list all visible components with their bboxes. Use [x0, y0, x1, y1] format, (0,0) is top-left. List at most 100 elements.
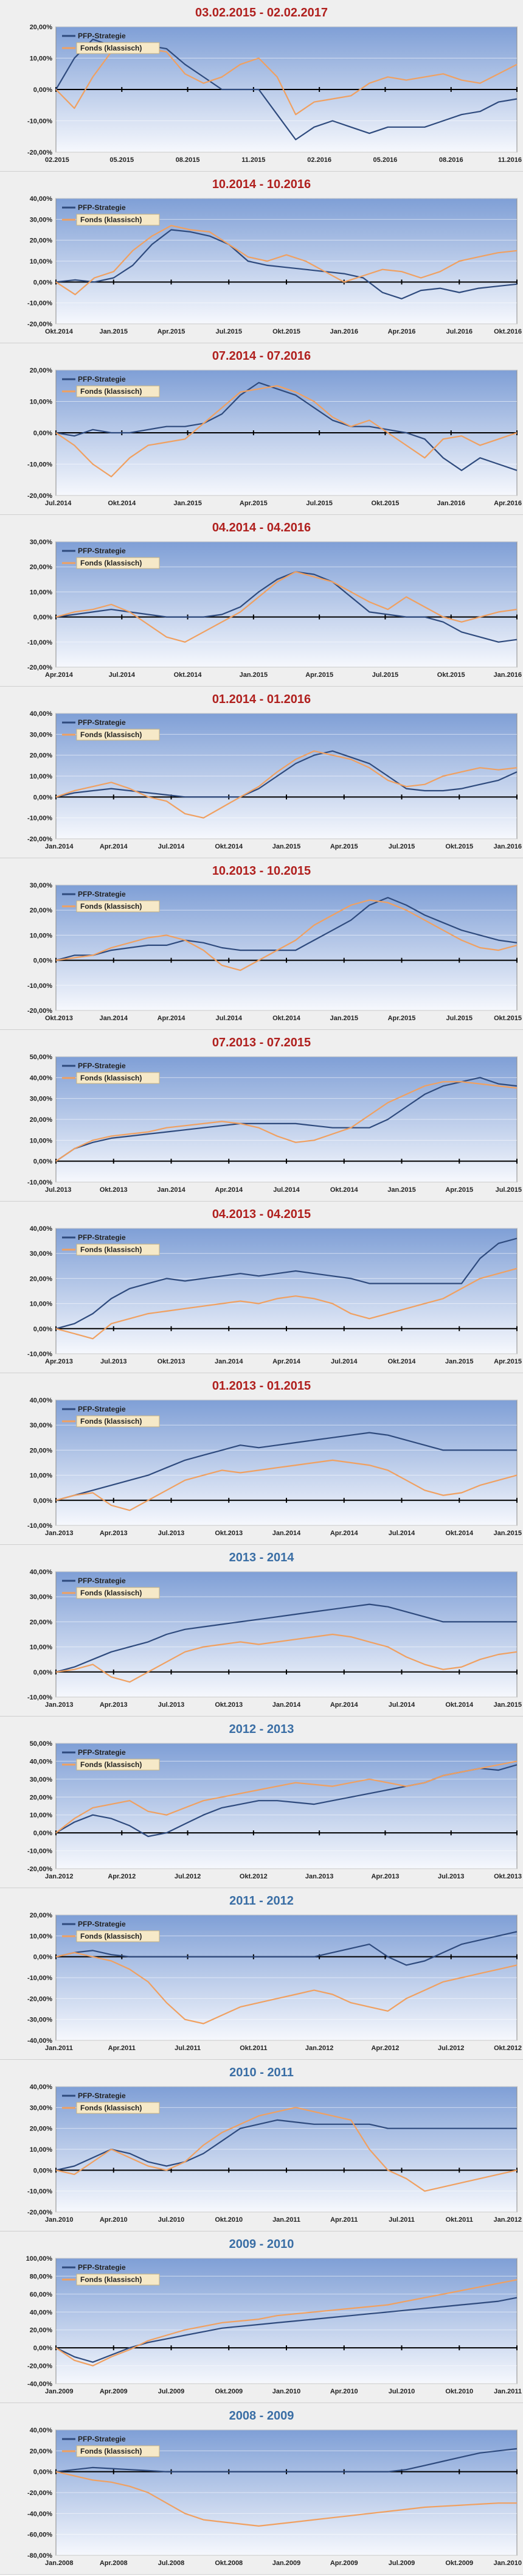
- x-tick-label: Okt.2009: [445, 2560, 473, 2567]
- x-tick-label: Okt.2009: [215, 2388, 243, 2395]
- x-tick-label: Jul.2013: [158, 1530, 184, 1537]
- y-tick-label: 10,00%: [30, 773, 53, 780]
- series-line-strategy: [55, 1432, 517, 1501]
- legend: PFP-Strategie Fonds (klassisch): [62, 2435, 160, 2457]
- x-tick-label: Okt.2008: [215, 2560, 243, 2567]
- y-tick-label: 0,00%: [33, 430, 52, 437]
- x-tick-label: Jan.2015: [445, 1358, 473, 1365]
- chart-title: 2008 - 2009: [229, 2409, 294, 2423]
- chart-title: 04.2013 - 04.2015: [212, 1208, 311, 1221]
- y-tick-label: -30,00%: [27, 2017, 52, 2024]
- chart-title: 07.2013 - 07.2015: [212, 1036, 311, 1049]
- line-chart: -20,00% -10,00% 0,00% 10,00% 20,00% 30,00% 40,…: [27, 2084, 522, 2224]
- y-tick-label: 10,00%: [30, 589, 53, 596]
- legend: PFP-Strategie Fonds (klassisch): [62, 375, 160, 397]
- y-tick-label: 30,00%: [30, 1096, 53, 1103]
- legend-label-fund: Fonds (klassisch): [80, 387, 142, 396]
- y-tick-label: -20,00%: [27, 321, 52, 328]
- y-tick-label: -10,00%: [27, 1179, 52, 1186]
- y-tick-label: -40,00%: [27, 2037, 52, 2045]
- x-tick-label: Jan.2015: [330, 1015, 358, 1022]
- chart-title: 2010 - 2011: [229, 2066, 294, 2079]
- legend-label-fund: Fonds (klassisch): [80, 2275, 142, 2284]
- x-tick-label: Jan.2015: [173, 500, 201, 507]
- y-tick-label: -20,00%: [27, 492, 52, 500]
- y-tick-label: 30,00%: [30, 1422, 53, 1429]
- series-line-strategy: [55, 382, 518, 471]
- series-line-fund: [55, 2279, 518, 2367]
- chart-panel: 03.02.2015 - 02.02.2017 -20,00% -10,00% 0,0…: [0, 0, 523, 172]
- y-tick-label: 10,00%: [30, 1472, 53, 1480]
- x-tick-label: Apr.2013: [45, 1358, 73, 1365]
- x-tick-label: Jan.2014: [215, 1358, 243, 1365]
- series-line-strategy: [55, 2297, 518, 2363]
- x-tick-label: 08.2015: [176, 156, 200, 164]
- x-tick-label: Apr.2014: [45, 671, 74, 679]
- y-tick-label: 0,00%: [33, 1158, 52, 1166]
- x-tick-label: Apr.2015: [494, 1358, 522, 1365]
- chart-panel: 10.2013 - 10.2015 -20,00% -10,00% 0,00% 10,0…: [0, 858, 523, 1030]
- x-tick-label: Apr.2015: [388, 1015, 416, 1022]
- legend: PFP-Strategie Fonds (klassisch): [62, 2091, 160, 2114]
- legend-chip-fund: [76, 729, 160, 741]
- chart-title: 01.2013 - 01.2015: [212, 1379, 311, 1393]
- x-tick-label: Jan.2014: [100, 1015, 128, 1022]
- legend: PFP-Strategie Fonds (klassisch): [62, 1577, 160, 1599]
- chart-panel: 2009 - 2010 -40,00% -20,00% 0,00% 20,00% 40,0…: [0, 2231, 523, 2403]
- x-tick-label: Jan.2016: [330, 328, 358, 335]
- chart-panel: 2012 - 2013 -20,00% -10,00% 0,00% 10,00% 20,0…: [0, 1717, 523, 1888]
- x-tick-label: Apr.2015: [158, 328, 185, 335]
- chart-panel: 04.2013 - 04.2015 -10,00% 0,00% 10,00% 20,00…: [0, 1202, 523, 1373]
- series-line-strategy: [55, 1603, 517, 1673]
- legend: PFP-Strategie Fonds (klassisch): [62, 203, 160, 226]
- x-tick-label: Apr.2014: [215, 1186, 243, 1194]
- x-tick-label: Okt.2013: [215, 1530, 243, 1537]
- y-tick-label: 40,00%: [30, 2427, 53, 2434]
- series-line-fund: [55, 899, 518, 971]
- legend: PFP-Strategie Fonds (klassisch): [62, 1405, 160, 1427]
- x-tick-label: Apr.2010: [100, 2216, 128, 2224]
- legend: PFP-Strategie Fonds (klassisch): [62, 718, 160, 741]
- x-tick-label: Jan.2016: [494, 671, 522, 679]
- x-tick-label: Okt.2013: [45, 1015, 73, 1022]
- x-tick-label: 11.2016: [498, 156, 522, 164]
- x-tick-label: Apr.2015: [445, 1186, 473, 1194]
- y-tick-label: 40,00%: [30, 1226, 53, 1233]
- series-line-fund: [55, 1081, 518, 1162]
- x-tick-label: Okt.2014: [272, 1015, 301, 1022]
- chart-panel: 01.2014 - 01.2016 -20,00% -10,00% 0,00% 10,0…: [0, 687, 523, 858]
- x-tick-label: Jul.2013: [100, 1358, 126, 1365]
- legend-label-strategy: PFP-Strategie: [78, 2263, 126, 2272]
- y-tick-label: -10,00%: [27, 2188, 52, 2196]
- x-tick-label: Jul.2015: [496, 1186, 522, 1194]
- legend-label-strategy: PFP-Strategie: [78, 203, 126, 212]
- y-tick-label: 0,00%: [33, 794, 52, 801]
- legend-label-fund: Fonds (klassisch): [80, 1932, 142, 1941]
- y-tick-label: -10,00%: [27, 300, 52, 307]
- x-tick-label: Apr.2009: [100, 2388, 128, 2395]
- x-tick-label: Apr.2009: [330, 2560, 358, 2567]
- line-chart: -10,00% 0,00% 10,00% 20,00% 30,00% 40,00% Apr.…: [27, 1226, 522, 1365]
- legend-label-fund: Fonds (klassisch): [80, 1589, 142, 1597]
- x-tick-label: Apr.2014: [158, 1015, 186, 1022]
- x-tick-label: Apr.2014: [330, 1701, 359, 1709]
- x-tick-label: Jan.2015: [494, 1530, 522, 1537]
- x-tick-label: Okt.2015: [445, 843, 473, 850]
- y-tick-label: 40,00%: [30, 1074, 53, 1082]
- y-tick-label: 50,00%: [30, 1741, 53, 1748]
- x-tick-label: Jan.2015: [240, 671, 268, 679]
- y-tick-label: 40,00%: [30, 1569, 53, 1576]
- series-line-strategy: [55, 1237, 518, 1329]
- x-tick-label: Okt.2015: [494, 1015, 522, 1022]
- x-tick-label: Jul.2015: [389, 843, 415, 850]
- x-tick-label: Okt.2012: [494, 2045, 522, 2052]
- legend-label-fund: Fonds (klassisch): [80, 2104, 142, 2112]
- y-tick-label: 10,00%: [30, 1301, 53, 1308]
- y-tick-label: 30,00%: [30, 731, 53, 738]
- x-tick-label: Jan.2015: [272, 843, 300, 850]
- series-line-strategy: [55, 2119, 517, 2171]
- x-tick-label: Apr.2011: [108, 2045, 136, 2052]
- x-tick-label: Jul.2013: [158, 1701, 184, 1709]
- legend: PFP-Strategie Fonds (klassisch): [62, 1233, 160, 1256]
